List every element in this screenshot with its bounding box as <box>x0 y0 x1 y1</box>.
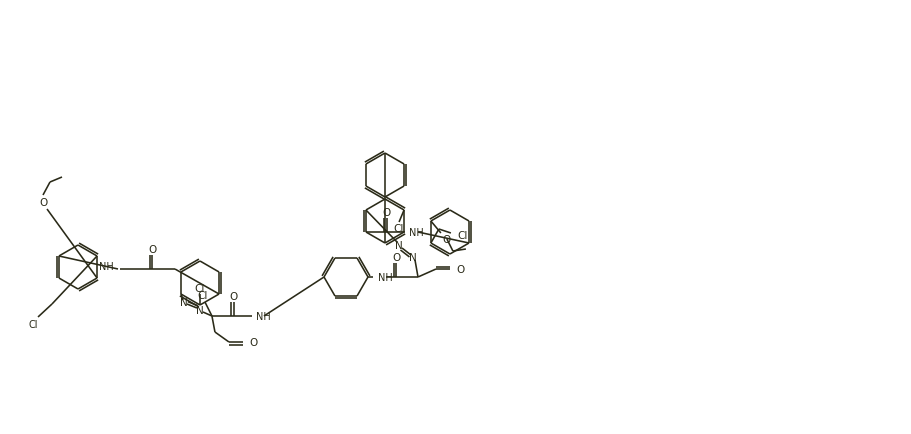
Text: O: O <box>383 207 391 217</box>
Text: O: O <box>456 264 465 274</box>
Text: Cl: Cl <box>198 290 208 300</box>
Text: N: N <box>409 253 417 263</box>
Text: O: O <box>148 244 156 254</box>
Text: O: O <box>392 253 400 263</box>
Text: O: O <box>39 197 47 207</box>
Text: N: N <box>395 240 403 250</box>
Text: Cl: Cl <box>457 230 467 240</box>
Text: NH: NH <box>378 273 393 283</box>
Text: NH: NH <box>99 261 114 271</box>
Text: NH: NH <box>409 227 424 237</box>
Text: NH: NH <box>256 311 271 321</box>
Text: O: O <box>230 291 238 301</box>
Text: N: N <box>180 297 188 307</box>
Text: Cl: Cl <box>28 319 37 329</box>
Text: O: O <box>443 234 451 244</box>
Text: Cl: Cl <box>394 224 404 233</box>
Text: N: N <box>196 305 204 315</box>
Text: Cl: Cl <box>195 283 205 293</box>
Text: O: O <box>249 337 257 347</box>
